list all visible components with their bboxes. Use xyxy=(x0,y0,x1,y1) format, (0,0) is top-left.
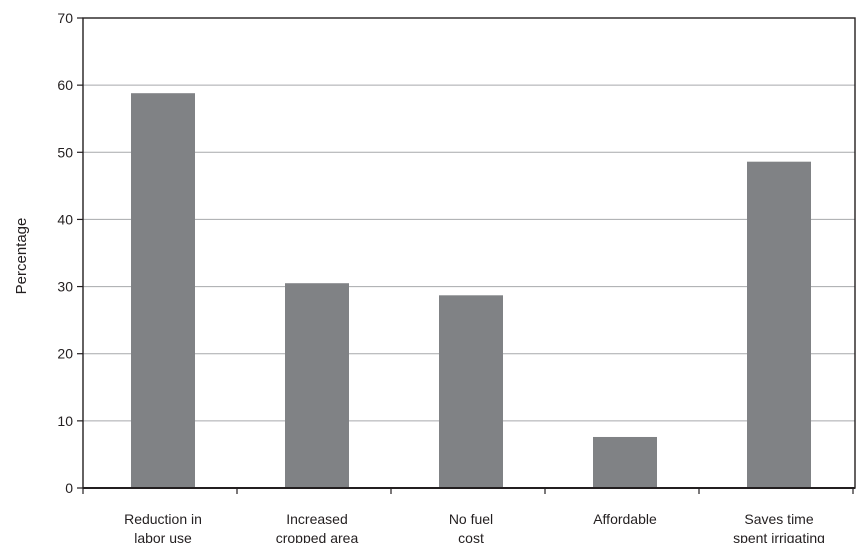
y-tick-label: 70 xyxy=(57,10,73,26)
x-category-label: Affordable xyxy=(593,511,657,527)
x-category-label-line: Increased xyxy=(286,511,347,527)
x-category-label: Saves time spent irrigating xyxy=(733,511,825,543)
x-category-label-line: cost xyxy=(458,530,484,543)
y-tick-label: 30 xyxy=(57,279,73,295)
x-category-labels: Reduction in labor use Increased cropped ar… xyxy=(124,511,825,543)
bar xyxy=(131,93,195,488)
x-category-label-line: Reduction in xyxy=(124,511,202,527)
bar xyxy=(747,161,811,488)
x-category-label-line: No fuel xyxy=(449,511,493,527)
y-tick-label: 60 xyxy=(57,77,73,93)
x-category-label: Increased cropped area xyxy=(276,511,359,543)
y-tick-label: 10 xyxy=(57,413,73,429)
x-category-label-line: Saves time xyxy=(744,511,813,527)
x-category-label-line: spent irrigating xyxy=(733,530,825,543)
x-category-label-line: cropped area xyxy=(276,530,359,543)
y-tick-label: 0 xyxy=(65,480,73,496)
y-tick-label: 40 xyxy=(57,211,73,227)
x-category-label-line: labor use xyxy=(134,530,192,543)
y-tick-label: 20 xyxy=(57,346,73,362)
bar xyxy=(285,283,349,488)
y-tick-label: 50 xyxy=(57,144,73,160)
y-axis-title: Percentage xyxy=(13,218,30,295)
bar xyxy=(439,295,503,488)
x-category-label: No fuel cost xyxy=(449,511,493,543)
x-category-label: Reduction in labor use xyxy=(124,511,202,543)
bar xyxy=(593,436,657,488)
axes xyxy=(77,17,856,494)
x-category-label-line: Affordable xyxy=(593,511,657,527)
bars xyxy=(131,93,811,488)
y-tick-labels: 0 10 20 30 40 50 60 70 xyxy=(57,10,73,496)
